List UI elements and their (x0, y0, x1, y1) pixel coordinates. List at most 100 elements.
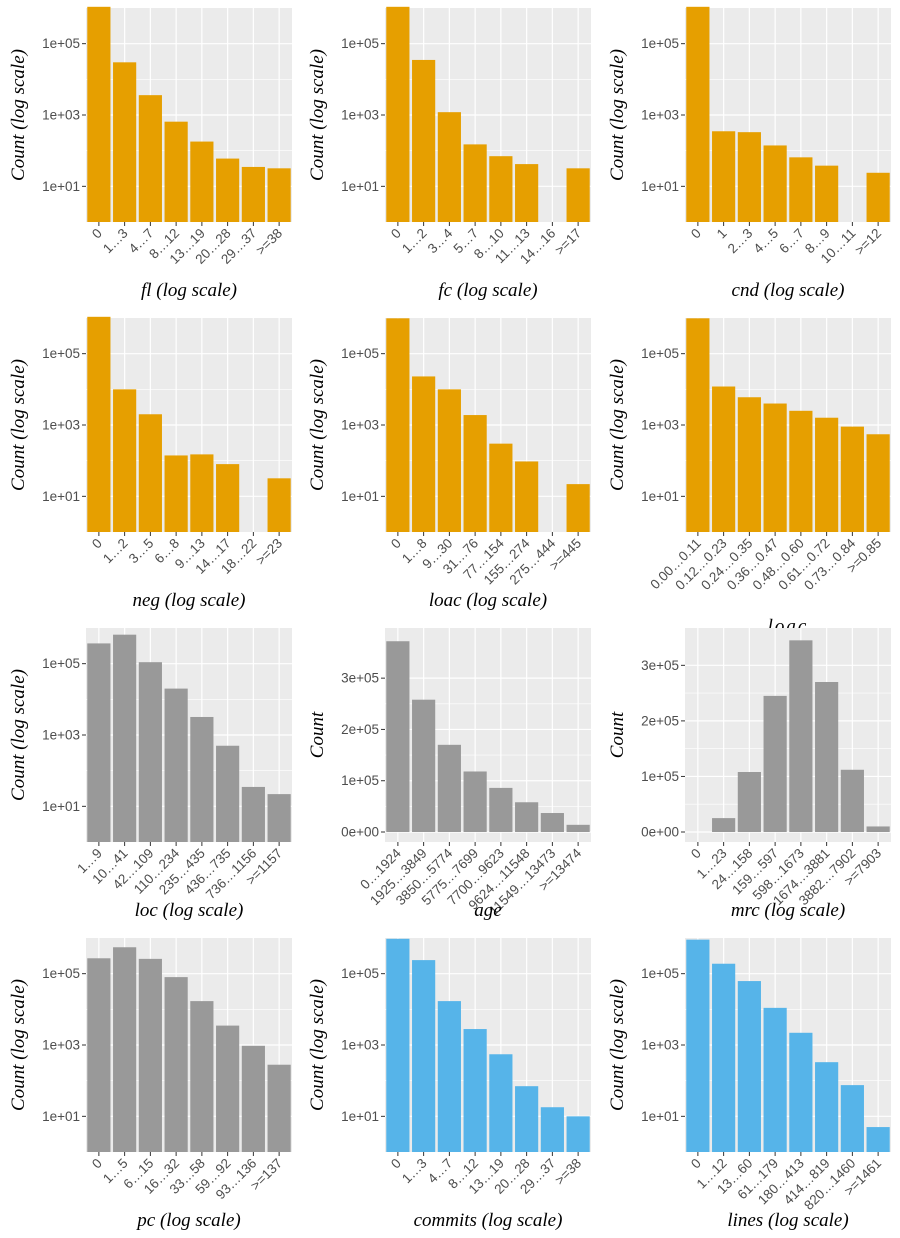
bar (566, 824, 590, 832)
y-tick-label: 1e+03 (641, 1038, 679, 1053)
x-axis-title: age (474, 900, 501, 921)
chart-panel: 1e+011e+031e+051…910…4142…109110…234235…… (8, 628, 292, 921)
x-tick-label: 0 (89, 226, 105, 242)
y-axis-title: Count (607, 711, 628, 758)
y-tick-label: 1e+05 (42, 966, 80, 981)
bar (840, 769, 864, 832)
x-tick-label: 1…2 (100, 536, 131, 567)
bar (763, 695, 787, 832)
bar (87, 316, 111, 532)
bar (789, 1032, 813, 1152)
x-tick-label: 1…3 (100, 226, 131, 257)
bar (113, 389, 137, 532)
x-tick-label: 0 (688, 1156, 704, 1172)
bar (712, 963, 736, 1152)
bar (463, 1029, 487, 1152)
x-tick-label: 0 (688, 226, 704, 242)
bar (737, 397, 761, 532)
bar (437, 744, 461, 832)
bar (267, 478, 291, 532)
y-tick-label: 1e+01 (641, 179, 679, 194)
y-tick-label: 1e+05 (641, 769, 679, 784)
bar (815, 417, 839, 532)
bar (737, 772, 761, 832)
bar (566, 1116, 590, 1152)
y-axis-title: Count (log scale) (607, 359, 628, 491)
bar (87, 643, 111, 842)
bar (686, 6, 710, 222)
x-axis-title: loc (log scale) (135, 900, 244, 921)
x-axis-title: fl (log scale) (141, 280, 237, 301)
x-axis-title: pc (log scale) (135, 1210, 240, 1231)
x-tick-label: 1…2 (399, 226, 430, 257)
bar (164, 688, 188, 842)
bar (241, 1045, 265, 1152)
bar (712, 131, 736, 222)
x-tick-label: 0 (688, 846, 704, 862)
y-tick-label: 1e+03 (641, 108, 679, 123)
y-axis-title: Count (log scale) (8, 979, 29, 1111)
bar (866, 1127, 890, 1152)
bar (87, 958, 111, 1152)
x-tick-label: >=38 (253, 226, 285, 258)
x-tick-label: 3…5 (126, 536, 157, 567)
y-tick-label: 1e+05 (42, 656, 80, 671)
bar (190, 141, 214, 222)
bar (412, 59, 436, 222)
bar (489, 787, 513, 832)
bar (164, 455, 188, 532)
bar (216, 158, 240, 222)
bar (267, 794, 291, 842)
y-tick-label: 1e+03 (341, 108, 379, 123)
y-tick-label: 0e+00 (341, 825, 379, 840)
x-tick-label: 0 (89, 536, 105, 552)
bar (412, 960, 436, 1152)
bar (463, 771, 487, 832)
bar (566, 484, 590, 532)
x-tick-label: 4…5 (750, 226, 781, 257)
bar (712, 818, 736, 832)
y-tick-label: 1e+05 (42, 346, 80, 361)
y-tick-label: 1e+01 (42, 489, 80, 504)
bar (763, 145, 787, 222)
bar (190, 454, 214, 532)
bar (386, 641, 410, 832)
y-tick-label: 3e+05 (341, 671, 379, 686)
y-tick-label: 0e+00 (641, 825, 679, 840)
bar (164, 977, 188, 1152)
bar (241, 786, 265, 842)
x-axis-title: neg (log scale) (133, 590, 246, 611)
bar (515, 802, 539, 832)
x-axis-title: loac (log scale) (429, 590, 547, 611)
x-tick-label: >=23 (253, 536, 285, 568)
bar (463, 144, 487, 222)
bar (463, 415, 487, 532)
bar (437, 389, 461, 532)
chart-panel: 1e+011e+031e+0501…23…45…78…1011…1314…16>… (307, 6, 591, 301)
bar (763, 403, 787, 532)
y-tick-label: 1e+03 (42, 1038, 80, 1053)
y-tick-label: 1e+03 (42, 418, 80, 433)
bar (113, 947, 137, 1152)
x-tick-label: >=12 (852, 226, 884, 258)
bar (712, 386, 736, 532)
bar (190, 1001, 214, 1152)
y-axis-title: Count (log scale) (8, 669, 29, 801)
y-tick-label: 1e+05 (341, 346, 379, 361)
chart-panel: 0e+001e+052e+053e+050…19241925…38493850…… (307, 628, 591, 921)
bar (216, 745, 240, 842)
y-axis-title: Count (307, 711, 328, 758)
y-tick-label: 1e+01 (641, 489, 679, 504)
bar (489, 156, 513, 222)
bar (737, 981, 761, 1152)
bar (840, 1085, 864, 1152)
chart-panel: 1e+011e+031e+0501…89…3031…7677…154155…27… (307, 318, 591, 611)
bar (815, 165, 839, 222)
x-tick-label: 2…3 (725, 226, 756, 257)
bar (540, 813, 564, 832)
chart-panel: 1e+011e+031e+0501…1213…6061…179180…41341… (607, 938, 891, 1231)
bar (489, 443, 513, 532)
bar (216, 464, 240, 532)
y-axis-title: Count (log scale) (607, 49, 628, 181)
y-tick-label: 1e+01 (42, 179, 80, 194)
